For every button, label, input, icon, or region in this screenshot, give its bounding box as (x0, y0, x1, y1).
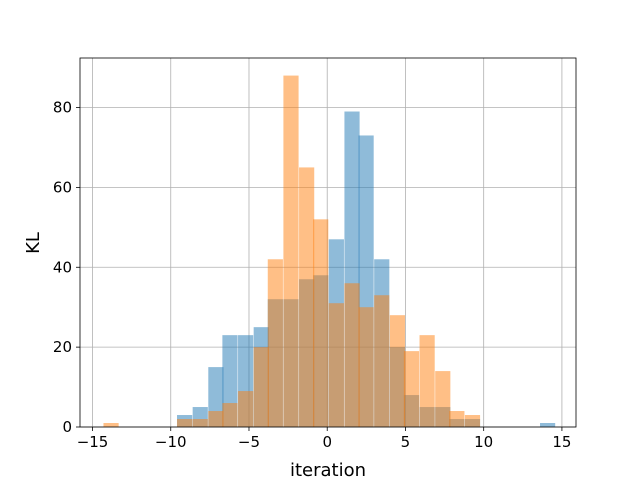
histogram-bar (403, 351, 420, 427)
y-tick-label: 40 (53, 258, 72, 276)
histogram-bar (208, 411, 224, 427)
histogram-bar (435, 371, 451, 427)
histogram-bar (358, 307, 374, 427)
x-axis-label: iteration (290, 460, 366, 480)
histogram-bars (103, 75, 556, 428)
x-tick-label: 0 (322, 433, 332, 451)
x-tick-label: −15 (77, 433, 109, 451)
histogram-bar (177, 419, 193, 427)
y-axis-ticks: 0 20 40 60 80 (53, 99, 80, 436)
histogram-bar (253, 347, 269, 427)
histogram-bar (389, 315, 405, 427)
histogram-bar (103, 423, 119, 427)
plot-frame (79, 57, 577, 428)
histogram-bar (419, 335, 435, 427)
histogram-bar (313, 219, 329, 427)
histogram-bar (464, 415, 481, 427)
x-tick-label: −5 (238, 433, 260, 451)
x-tick-label: 10 (474, 433, 493, 451)
x-tick-label: 15 (552, 433, 571, 451)
histogram-bar (449, 411, 465, 427)
histogram-bar (192, 419, 208, 427)
histogram-bar (283, 75, 299, 428)
histogram-bar (222, 403, 238, 427)
histogram-bar (299, 167, 315, 428)
x-tick-label: 5 (401, 433, 411, 451)
y-tick-label: 80 (53, 99, 72, 117)
histogram-bar (374, 295, 390, 427)
histogram-bar (238, 391, 254, 427)
histogram-bar (267, 259, 283, 427)
y-tick-label: 0 (62, 418, 72, 436)
histogram-bar (540, 423, 556, 427)
x-tick-label: −10 (155, 433, 187, 451)
y-axis-label: KL (23, 232, 44, 254)
y-tick-label: 20 (53, 338, 72, 356)
x-axis-ticks: −15 −10 −5 0 5 10 15 (77, 427, 571, 451)
series-1 (103, 75, 481, 428)
histogram-bar (328, 303, 344, 427)
histogram-bar (344, 283, 360, 427)
y-tick-label: 60 (53, 178, 72, 196)
